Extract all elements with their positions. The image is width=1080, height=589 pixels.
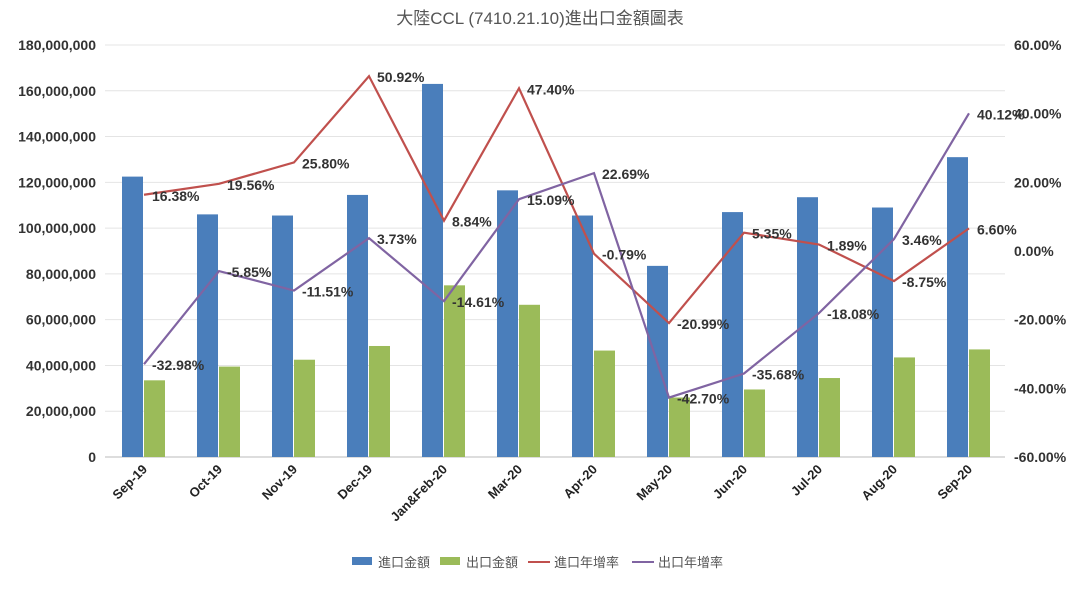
data-label: -32.98% xyxy=(152,357,205,373)
data-label: 8.84% xyxy=(452,214,492,230)
left-axis-tick-label: 180,000,000 xyxy=(18,37,96,53)
bar-export xyxy=(219,366,240,457)
left-axis-tick-label: 20,000,000 xyxy=(26,403,96,419)
data-label: 25.80% xyxy=(302,155,350,171)
right-axis-tick-label: -60.00% xyxy=(1014,449,1067,465)
data-label: 47.40% xyxy=(527,81,575,97)
legend-swatch xyxy=(440,557,460,565)
right-axis-tick-label: 60.00% xyxy=(1014,37,1062,53)
bar-export xyxy=(444,285,465,457)
data-label: -14.61% xyxy=(452,294,505,310)
legend-label: 進口金額 xyxy=(378,555,430,570)
right-axis-tick-label: 40.00% xyxy=(1014,106,1062,122)
x-axis-tick-label: Oct-19 xyxy=(186,462,225,501)
left-axis-tick-label: 0 xyxy=(88,449,96,465)
x-axis-tick-label: May-20 xyxy=(633,462,675,504)
right-axis-tick-label: 0.00% xyxy=(1014,243,1054,259)
x-axis-tick-label: Jan&Feb-20 xyxy=(387,462,450,525)
right-axis-tick-label: -20.00% xyxy=(1014,312,1067,328)
data-label: -20.99% xyxy=(677,316,730,332)
data-label: 3.73% xyxy=(377,231,417,247)
bar-import xyxy=(197,214,218,457)
bar-export xyxy=(144,380,165,457)
bar-import xyxy=(572,215,593,457)
bar-import xyxy=(122,176,143,457)
left-axis-tick-label: 100,000,000 xyxy=(18,220,96,236)
data-labels: 16.38% 19.56% 25.80% 50.92% 8.84% 47.40% -0.79… xyxy=(152,69,1025,406)
bar-export xyxy=(669,397,690,457)
data-label: 22.69% xyxy=(602,166,650,182)
data-label: 19.56% xyxy=(227,177,275,193)
left-axis-tick-label: 160,000,000 xyxy=(18,83,96,99)
gridlines xyxy=(105,44,1005,458)
right-axis-tick-label: -40.00% xyxy=(1014,380,1067,396)
x-axis-tick-label: Dec-19 xyxy=(334,462,375,503)
data-label: 3.46% xyxy=(902,232,942,248)
left-axis-tick-label: 140,000,000 xyxy=(18,129,96,145)
left-axis-tick-label: 60,000,000 xyxy=(26,312,96,328)
bars xyxy=(122,83,990,458)
legend-label: 出口金額 xyxy=(466,555,518,570)
bar-import xyxy=(347,194,368,457)
bar-export xyxy=(894,357,915,457)
right-axis: -60.00% -40.00% -20.00% 0.00% 20.00% 40.00% 60… xyxy=(1014,37,1067,465)
x-axis: Sep-19 Oct-19 Nov-19 Dec-19 Jan&Feb-20 Mar-20… xyxy=(109,462,975,525)
x-axis-tick-label: Mar-20 xyxy=(485,462,525,502)
data-label: 40.12% xyxy=(977,106,1025,122)
data-label: -8.75% xyxy=(902,274,947,290)
bar-import xyxy=(272,215,293,457)
x-axis-tick-label: Sep-19 xyxy=(109,462,150,503)
right-axis-tick-label: 20.00% xyxy=(1014,174,1062,190)
data-label: -0.79% xyxy=(602,247,647,263)
lines xyxy=(143,74,970,399)
left-axis-tick-label: 40,000,000 xyxy=(26,357,96,373)
data-label: 50.92% xyxy=(377,69,425,85)
x-axis-tick-label: Sep-20 xyxy=(934,462,975,503)
data-label: 5.35% xyxy=(752,226,792,242)
line-import-growth xyxy=(143,74,970,325)
bar-import xyxy=(872,207,893,457)
bar-import xyxy=(722,212,743,457)
bar-export xyxy=(519,304,540,457)
legend: 進口金額 出口金額 進口年增率 出口年增率 xyxy=(352,555,723,570)
left-axis-tick-label: 120,000,000 xyxy=(18,174,96,190)
left-axis: 0 20,000,000 40,000,000 60,000,000 80,000,00… xyxy=(18,37,96,465)
bar-export xyxy=(594,350,615,457)
bar-export xyxy=(819,378,840,457)
chart-title: 大陸CCL (7410.21.10)進出口金額圖表 xyxy=(396,9,684,28)
legend-swatch xyxy=(352,557,372,565)
data-label: 15.09% xyxy=(527,192,575,208)
legend-label: 出口年增率 xyxy=(658,555,723,570)
data-label: -18.08% xyxy=(827,306,880,322)
x-axis-tick-label: Aug-20 xyxy=(858,462,900,504)
bar-export xyxy=(369,345,390,457)
x-axis-tick-label: Nov-19 xyxy=(259,462,300,503)
legend-label: 進口年增率 xyxy=(554,555,619,570)
bar-import xyxy=(497,190,518,457)
data-label: 16.38% xyxy=(152,188,200,204)
data-label: -42.70% xyxy=(677,391,730,407)
bar-export xyxy=(969,349,990,457)
bar-import xyxy=(947,157,968,457)
x-axis-tick-label: Jun-20 xyxy=(710,462,750,502)
x-axis-tick-label: Jul-20 xyxy=(788,462,825,499)
data-label: -5.85% xyxy=(227,264,272,280)
bar-import xyxy=(797,197,818,457)
bar-import xyxy=(422,83,443,458)
data-label: 6.60% xyxy=(977,221,1017,237)
bar-export xyxy=(294,359,315,457)
data-label: 1.89% xyxy=(827,238,867,254)
line-export-growth xyxy=(143,112,970,399)
data-label: -35.68% xyxy=(752,367,805,383)
x-axis-tick-label: Apr-20 xyxy=(560,462,600,502)
data-label: -11.51% xyxy=(302,284,354,300)
bar-export xyxy=(744,389,765,457)
left-axis-tick-label: 80,000,000 xyxy=(26,266,96,282)
